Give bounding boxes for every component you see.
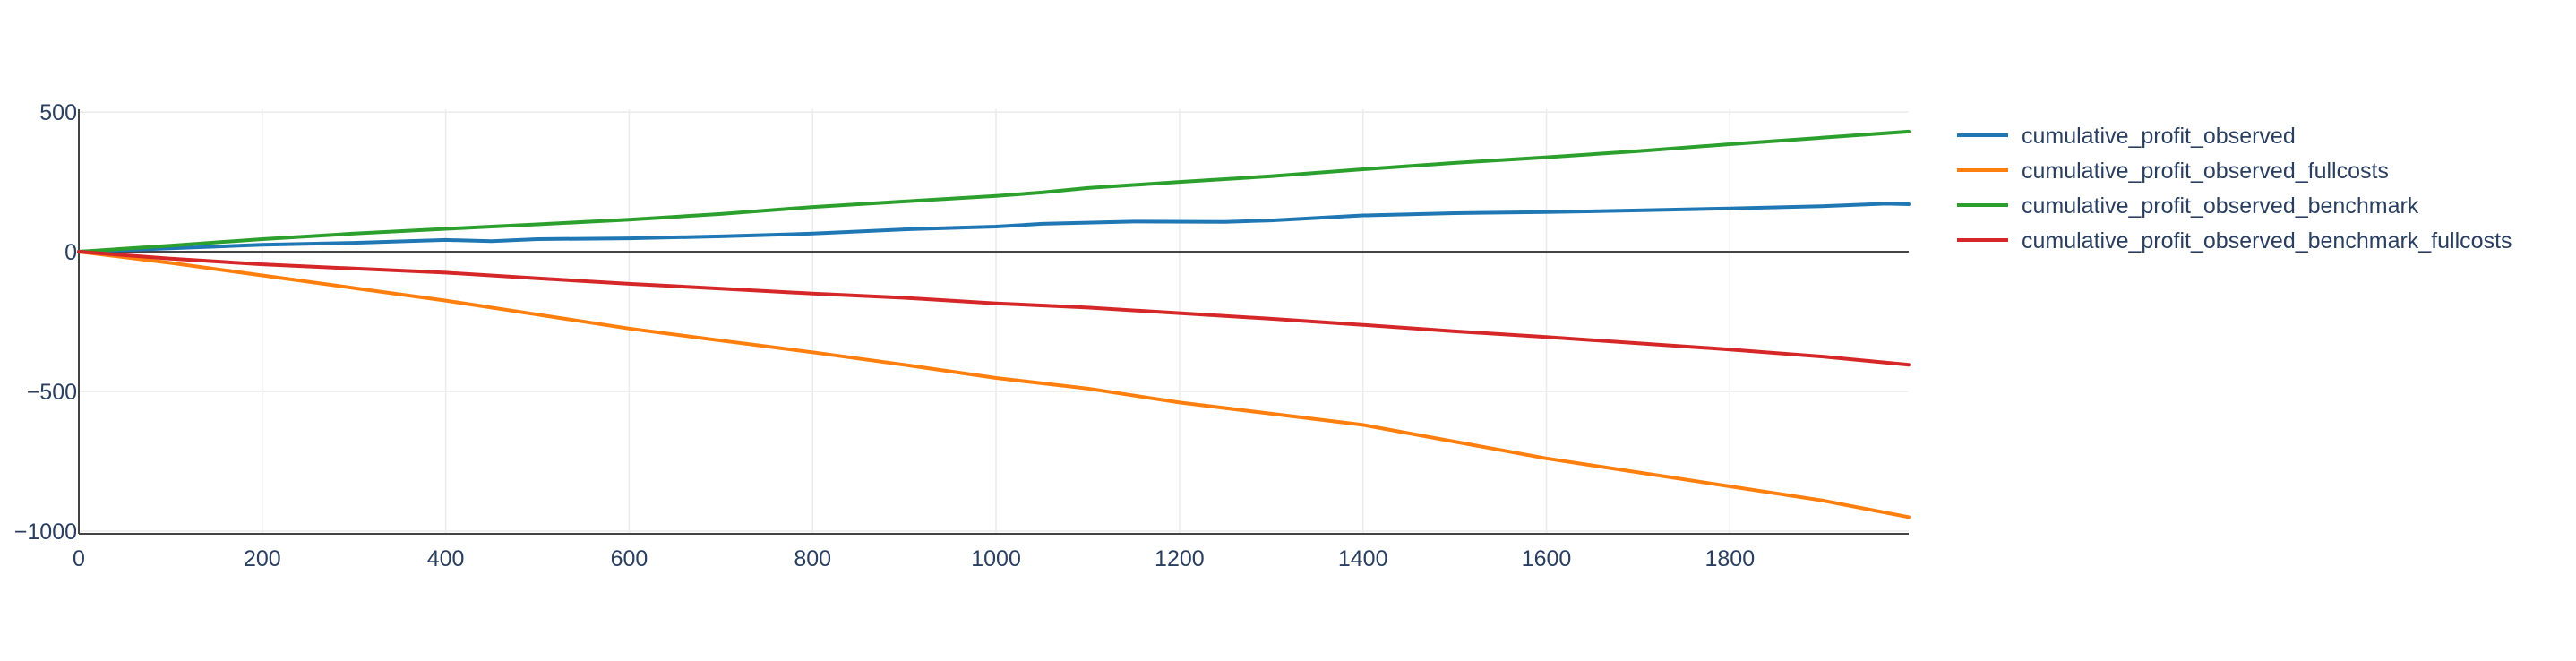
x-tick-label: 0 xyxy=(73,546,85,571)
x-tick-label: 1200 xyxy=(1155,546,1205,571)
x-tick-label: 1000 xyxy=(971,546,1021,571)
x-tick-label: 1600 xyxy=(1522,546,1572,571)
legend-label: cumulative_profit_observed_benchmark xyxy=(2022,193,2419,219)
legend-label: cumulative_profit_observed xyxy=(2022,124,2296,149)
legend-label: cumulative_profit_observed_fullcosts xyxy=(2022,159,2389,184)
legend[interactable]: cumulative_profit_observed cumulative_pro… xyxy=(1957,124,2512,253)
x-tick-label: 600 xyxy=(611,546,648,571)
x-tick-label: 1800 xyxy=(1704,546,1755,571)
grid-lines xyxy=(79,109,1909,534)
y-tick-label: 500 xyxy=(39,100,77,125)
x-tick-label: 800 xyxy=(794,546,831,571)
x-tick-label: 1400 xyxy=(1338,546,1388,571)
legend-item[interactable]: cumulative_profit_observed_fullcosts xyxy=(1957,159,2389,184)
legend-item[interactable]: cumulative_profit_observed_benchmark_ful… xyxy=(1957,228,2512,253)
series-lines xyxy=(77,129,1911,519)
x-tick-label: 400 xyxy=(427,546,465,571)
axes xyxy=(78,109,1909,535)
series-line-cumulative_profit_observed_benchmark_fullcosts xyxy=(77,250,1911,367)
legend-label: cumulative_profit_observed_benchmark_ful… xyxy=(2022,228,2512,253)
legend-item[interactable]: cumulative_profit_observed xyxy=(1957,124,2296,149)
y-tick-label: −500 xyxy=(27,380,77,405)
legend-item[interactable]: cumulative_profit_observed_benchmark xyxy=(1957,193,2419,219)
y-tick-label: −1000 xyxy=(14,519,77,545)
series-line-cumulative_profit_observed_benchmark xyxy=(77,129,1911,253)
y-tick-label: 0 xyxy=(64,240,77,265)
series-line-cumulative_profit_observed xyxy=(77,202,1911,253)
x-tick-label: 200 xyxy=(244,546,281,571)
series-line-cumulative_profit_observed_fullcosts xyxy=(77,250,1911,519)
